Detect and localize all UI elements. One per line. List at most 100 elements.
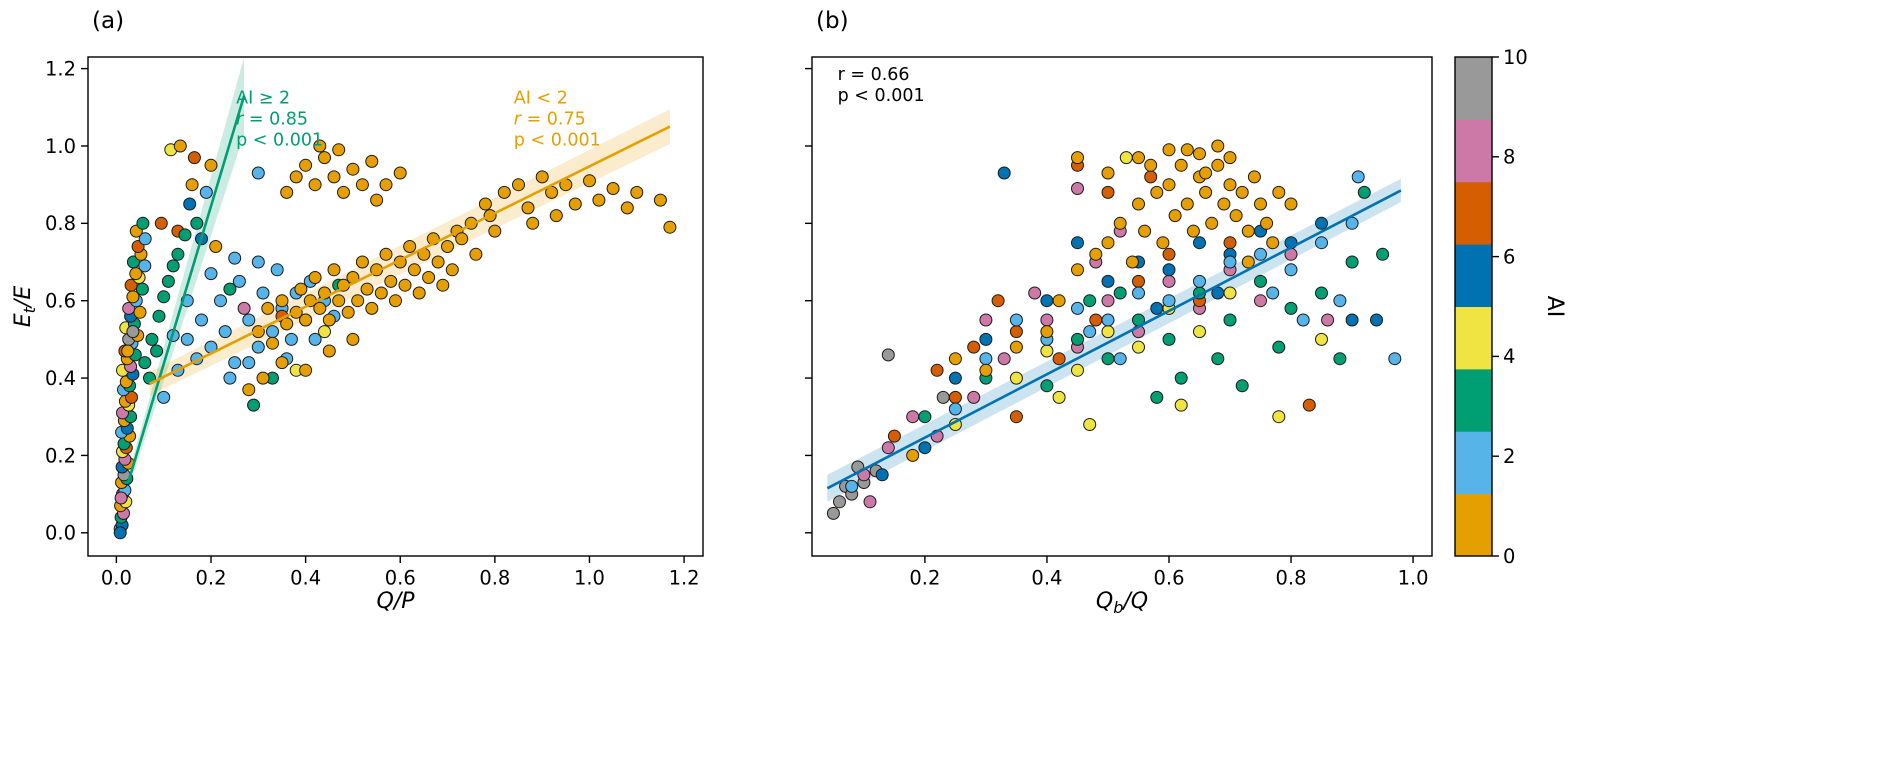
scatter-point: [881, 441, 895, 455]
scatter-point: [135, 282, 149, 296]
scatter-point: [218, 325, 232, 339]
scatter-point: [136, 216, 150, 230]
scatter-point: [157, 290, 171, 304]
axes-spines: [87, 56, 704, 557]
scatter-point: [967, 340, 981, 354]
scatter-point: [251, 166, 265, 180]
x-tick-label: 0.2: [909, 566, 940, 589]
scatter-point: [1315, 286, 1328, 300]
scatter-point: [526, 216, 540, 230]
regression-line: [126, 95, 246, 483]
y-tick-label: 1.2: [45, 57, 76, 80]
scatter-point: [187, 151, 201, 165]
scatter-point: [1071, 363, 1084, 377]
colorbar-axis-label: AI: [1542, 296, 1567, 318]
regression-line: [148, 125, 671, 386]
scatter-point: [114, 491, 128, 505]
scatter-point: [948, 402, 962, 416]
scatter-point: [161, 274, 175, 288]
scatter-point: [979, 313, 993, 327]
x-tick-label: 0.6: [385, 566, 416, 589]
scatter-point: [365, 154, 379, 168]
scatter-point: [124, 278, 138, 292]
colorbar-band: [1455, 306, 1492, 370]
scatter-point: [1113, 286, 1127, 300]
scatter-point: [242, 356, 256, 370]
scatter-point: [653, 193, 667, 207]
scatter-point: [1071, 263, 1084, 277]
scatter-point: [360, 282, 374, 296]
scatter-point: [1174, 158, 1188, 172]
scatter-point: [1211, 158, 1225, 172]
scatter-point: [365, 301, 379, 315]
scatter-point: [1315, 332, 1328, 346]
scatter-point: [322, 344, 336, 358]
scatter-point: [126, 325, 140, 339]
scatter-point: [299, 363, 313, 377]
scatter-point: [1266, 236, 1280, 250]
scatter-point: [122, 301, 136, 315]
scatter-point: [1272, 410, 1286, 424]
scatter-point: [1199, 185, 1213, 199]
scatter-point: [1150, 185, 1164, 199]
scatter-point: [266, 325, 279, 339]
scatter-point: [308, 332, 322, 346]
x-tick-label: 1.0: [1398, 566, 1429, 589]
scatter-point: [535, 170, 549, 184]
stats-annotation: AI ≥ 2: [236, 88, 290, 108]
scatter-point: [1217, 197, 1231, 211]
scatter-point: [1211, 352, 1225, 366]
scatter-point: [355, 255, 369, 269]
scatter-point: [204, 158, 218, 172]
scatter-point: [318, 325, 331, 339]
scatter-point: [384, 274, 398, 288]
scatter-point: [445, 263, 459, 277]
colorbar-outline: [1454, 56, 1493, 557]
scatter-point: [403, 240, 417, 253]
scatter-point: [204, 267, 218, 281]
scatter-point: [1193, 274, 1206, 288]
scatter-point: [237, 301, 251, 315]
scatter-point: [497, 185, 511, 199]
scatter-point: [1009, 410, 1023, 424]
stats-annotation: r = 0.85: [236, 109, 308, 129]
scatter-point: [183, 197, 197, 211]
scatter-point: [1333, 352, 1347, 366]
scatter-point: [313, 301, 327, 315]
scatter-point: [1315, 236, 1328, 250]
scatter-point: [1162, 143, 1176, 157]
scatter-point: [154, 216, 168, 230]
scatter-point: [1162, 263, 1176, 277]
scatter-point: [232, 274, 246, 288]
scatter-point: [157, 390, 171, 404]
x-tick-label: 1.0: [574, 566, 605, 589]
scatter-point: [299, 313, 313, 327]
scatter-point: [620, 201, 634, 215]
x-axis-label: Qb/Q: [1096, 589, 1148, 617]
scatter-point: [833, 495, 846, 509]
scatter-point: [1162, 332, 1176, 346]
scatter-point: [1180, 143, 1194, 157]
scatter-point: [948, 390, 962, 404]
y-tick-label: 1.0: [45, 135, 76, 158]
scatter-point: [412, 286, 426, 300]
colorbar-tick-label: 0: [1503, 545, 1515, 568]
y-tick-label: 0.0: [45, 522, 76, 545]
scatter-point: [478, 197, 492, 211]
colorbar-tick-label: 6: [1503, 245, 1515, 268]
scatter-point: [1132, 286, 1145, 300]
scatter-point: [1071, 301, 1084, 315]
scatter-point: [948, 371, 962, 385]
scatter-point: [997, 352, 1011, 366]
scatter-points: [826, 139, 1402, 520]
scatter-point: [332, 294, 346, 308]
scatter-point: [1376, 247, 1390, 261]
colorbar-tick-label: 8: [1503, 146, 1515, 169]
scatter-point: [1180, 197, 1194, 211]
scatter-point: [1162, 294, 1176, 308]
scatter-point: [455, 232, 469, 246]
scatter-point: [906, 448, 920, 462]
scatter-point: [1040, 379, 1054, 393]
scatter-point: [261, 301, 275, 315]
